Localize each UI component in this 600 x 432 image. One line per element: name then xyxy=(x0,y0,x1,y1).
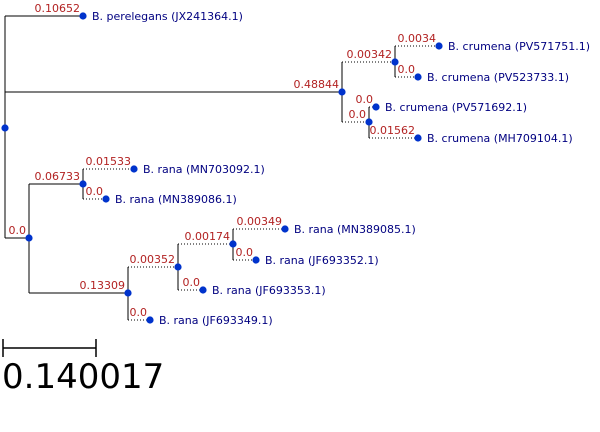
branch-length-label: 0.0 xyxy=(236,246,254,259)
branch-length-label: 0.13309 xyxy=(80,279,126,292)
internal-node xyxy=(124,289,132,297)
branch-length-label: 0.0 xyxy=(130,306,148,319)
leaf-node xyxy=(372,103,380,111)
leaf-label: B. rana (JF693352.1) xyxy=(265,254,379,267)
branch-length-label: 0.01533 xyxy=(86,155,132,168)
internal-node xyxy=(1,124,9,132)
branch-length-label: 0.0 xyxy=(9,224,27,237)
branch-length-label: 0.00352 xyxy=(130,253,176,266)
leaf-label: B. rana (MN389086.1) xyxy=(115,193,237,206)
branch-length-label: 0.0 xyxy=(86,185,104,198)
branch-length-label: 0.10652 xyxy=(35,2,81,15)
leaf-node xyxy=(199,286,207,294)
internal-node xyxy=(25,234,33,242)
branch-length-label: 0.0 xyxy=(398,63,416,76)
leaf-label: B. crumena (PV571751.1) xyxy=(448,40,590,53)
internal-node xyxy=(391,58,399,66)
labels: 0.10652 B. perelegans (JX241364.1) 0.48844… xyxy=(9,2,591,327)
leaf-node xyxy=(102,195,110,203)
branch-length-label: 0.06733 xyxy=(35,170,81,183)
branch-length-label: 0.48844 xyxy=(294,78,340,91)
branch-length-label: 0.0 xyxy=(183,276,201,289)
leaf-node xyxy=(414,73,422,81)
scale-bar-label: 0.140017 xyxy=(2,357,164,397)
internal-node xyxy=(338,88,346,96)
scale-bar: 0.140017 xyxy=(2,339,164,397)
leaf-label: B. perelegans (JX241364.1) xyxy=(92,10,243,23)
leaf-node xyxy=(146,316,154,324)
branch-length-label: 0.0 xyxy=(349,108,367,121)
internal-node xyxy=(79,180,87,188)
internal-node xyxy=(229,240,237,248)
branch-length-label: 0.0 xyxy=(356,93,374,106)
branch-length-label: 0.01562 xyxy=(370,124,416,137)
leaf-label: B. rana (JF693349.1) xyxy=(159,314,273,327)
branch-length-label: 0.00342 xyxy=(347,48,393,61)
leaf-node xyxy=(414,134,422,142)
leaf-node xyxy=(79,12,87,20)
leaf-node xyxy=(252,256,260,264)
branch-length-label: 0.00349 xyxy=(237,215,283,228)
leaf-label: B. rana (JF693353.1) xyxy=(212,284,326,297)
branch-length-label: 0.00174 xyxy=(185,230,231,243)
leaf-label: B. crumena (PV571692.1) xyxy=(385,101,527,114)
nodes xyxy=(1,12,443,324)
leaf-label: B. crumena (MH709104.1) xyxy=(427,132,573,145)
internal-node xyxy=(174,263,182,271)
branch-length-label: 0.0034 xyxy=(398,32,437,45)
leaf-label: B. crumena (PV523733.1) xyxy=(427,71,569,84)
leaf-node xyxy=(130,165,138,173)
leaf-label: B. rana (MN703092.1) xyxy=(143,163,265,176)
leaf-node xyxy=(281,225,289,233)
internal-node xyxy=(365,118,373,126)
leaf-label: B. rana (MN389085.1) xyxy=(294,223,416,236)
leaf-node xyxy=(435,42,443,50)
